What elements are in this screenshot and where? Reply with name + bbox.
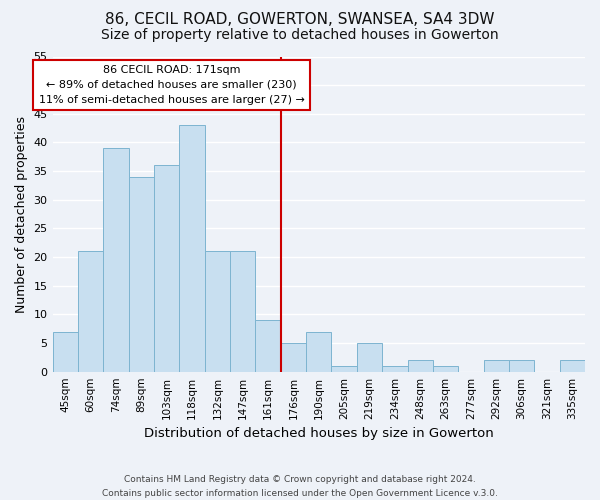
Bar: [484, 360, 509, 372]
Y-axis label: Number of detached properties: Number of detached properties: [15, 116, 28, 312]
Text: Size of property relative to detached houses in Gowerton: Size of property relative to detached ho…: [101, 28, 499, 42]
Bar: [78, 252, 103, 372]
Bar: [433, 366, 458, 372]
Text: 86, CECIL ROAD, GOWERTON, SWANSEA, SA4 3DW: 86, CECIL ROAD, GOWERTON, SWANSEA, SA4 3…: [105, 12, 495, 28]
Bar: [230, 252, 256, 372]
Bar: [179, 126, 205, 372]
Bar: [306, 332, 331, 372]
Bar: [256, 320, 281, 372]
Bar: [331, 366, 357, 372]
Text: 86 CECIL ROAD: 171sqm
← 89% of detached houses are smaller (230)
11% of semi-det: 86 CECIL ROAD: 171sqm ← 89% of detached …: [39, 65, 305, 104]
Bar: [281, 343, 306, 372]
Bar: [382, 366, 407, 372]
Bar: [128, 177, 154, 372]
Bar: [103, 148, 128, 372]
Bar: [205, 252, 230, 372]
Bar: [509, 360, 534, 372]
X-axis label: Distribution of detached houses by size in Gowerton: Distribution of detached houses by size …: [144, 427, 494, 440]
Bar: [357, 343, 382, 372]
Text: Contains HM Land Registry data © Crown copyright and database right 2024.
Contai: Contains HM Land Registry data © Crown c…: [102, 476, 498, 498]
Bar: [407, 360, 433, 372]
Bar: [53, 332, 78, 372]
Bar: [154, 166, 179, 372]
Bar: [560, 360, 585, 372]
